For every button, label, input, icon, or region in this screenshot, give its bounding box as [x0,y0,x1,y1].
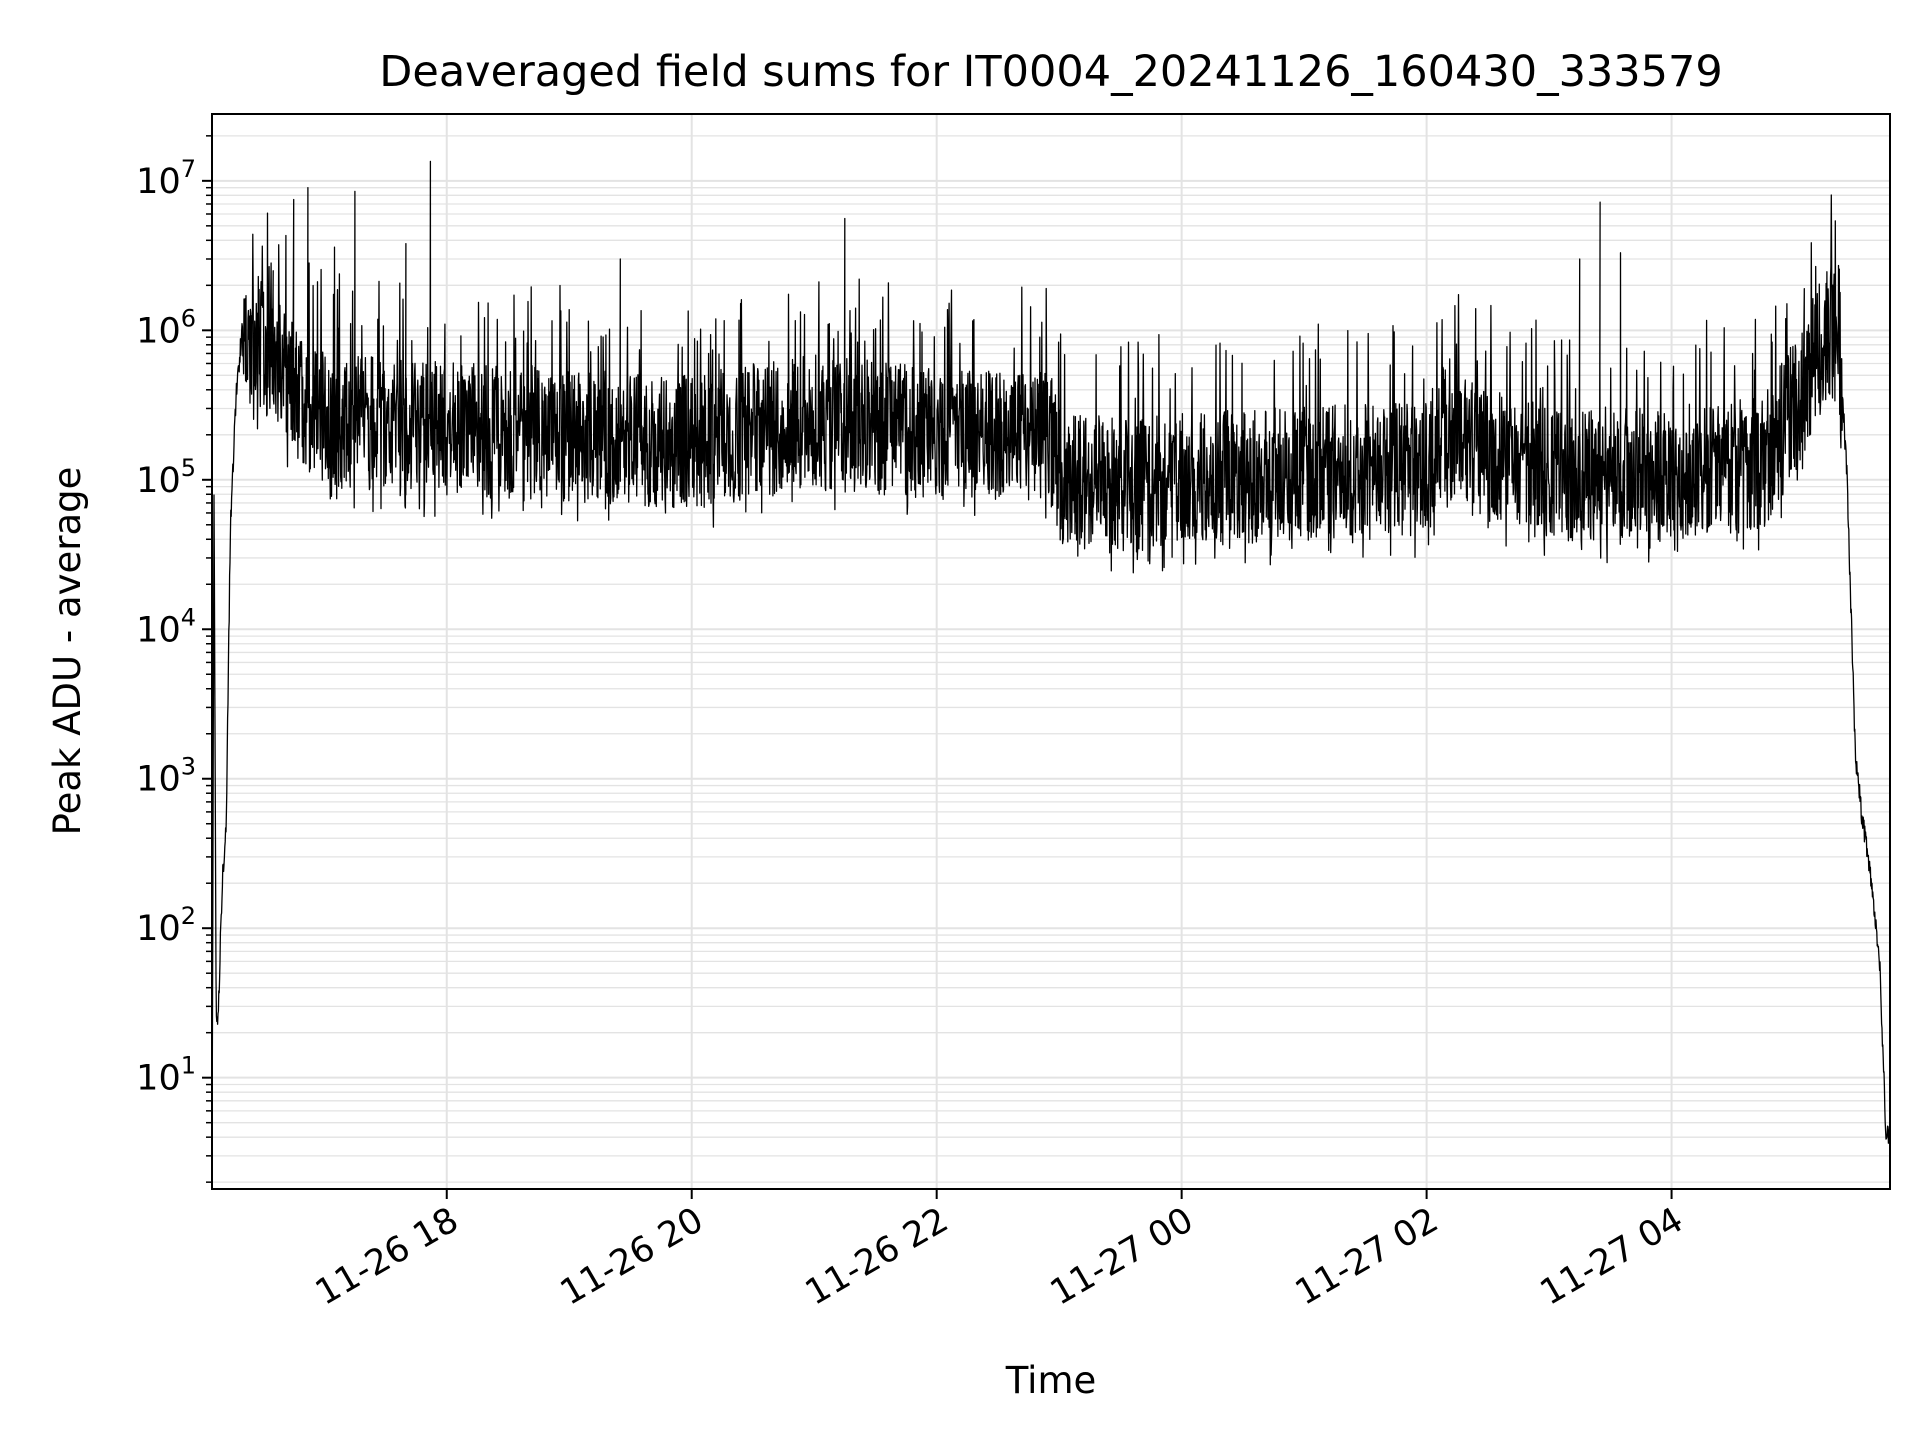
y-tick-label: 107 [136,155,196,202]
y-tick-base: 10 [136,610,181,650]
y-tick-exponent: 6 [181,304,196,332]
y-tick-label: 102 [136,902,196,949]
y-tick-exponent: 4 [181,603,196,631]
y-tick-base: 10 [136,311,181,351]
y-tick-base: 10 [136,162,181,202]
y-tick-label: 104 [136,603,196,650]
y-tick-exponent: 1 [181,1052,196,1080]
y-tick-exponent: 5 [181,454,196,482]
y-tick-exponent: 7 [181,155,196,183]
y-tick-label: 101 [136,1052,196,1099]
chart-title: Deaveraged field sums for IT0004_2024112… [379,47,1722,97]
y-tick-base: 10 [136,461,181,501]
plot-area [211,160,1891,1177]
x-axis-label: Time [1005,1359,1097,1402]
plot-frame [211,113,1891,1190]
series-line [211,160,1891,1177]
y-tick-label: 103 [136,753,196,800]
y-tick-exponent: 2 [181,902,196,930]
y-tick-exponent: 3 [181,753,196,781]
y-tick-label: 106 [136,304,196,351]
y-tick-label: 105 [136,454,196,501]
y-axis-label: Peak ADU - average [46,467,89,836]
y-tick-base: 10 [136,1059,181,1099]
y-tick-base: 10 [136,909,181,949]
y-tick-base: 10 [136,760,181,800]
